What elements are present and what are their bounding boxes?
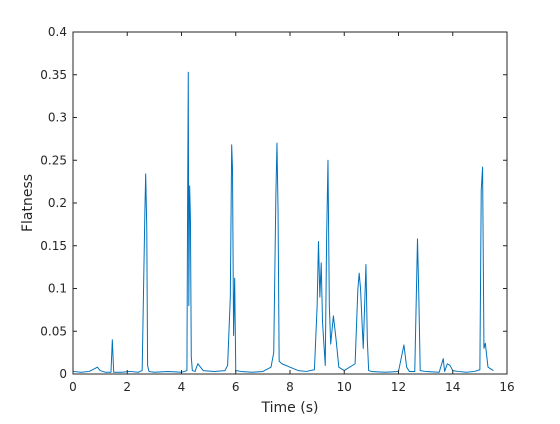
plot-area xyxy=(73,32,507,374)
y-tick-label: 0 xyxy=(59,367,67,381)
x-axis-label: Time (s) xyxy=(261,400,319,416)
y-tick-label: 0.3 xyxy=(48,111,67,125)
x-tick-label: 12 xyxy=(391,380,406,394)
series-line-0 xyxy=(72,71,494,373)
y-tick-label: 0.4 xyxy=(48,25,67,39)
y-tick-label: 0.15 xyxy=(40,239,67,253)
y-tick-label: 0.35 xyxy=(40,68,67,82)
x-tick-label: 4 xyxy=(178,380,186,394)
x-tick-label: 0 xyxy=(69,380,77,394)
y-tick-label: 0.05 xyxy=(40,324,67,338)
x-tick-label: 16 xyxy=(499,380,514,394)
x-tick-label: 14 xyxy=(445,380,460,394)
y-tick-label: 0.2 xyxy=(48,196,67,210)
y-axis-label: Flatness xyxy=(20,174,36,232)
x-tick-label: 8 xyxy=(286,380,294,394)
y-tick-label: 0.1 xyxy=(48,282,67,296)
x-tick-label: 6 xyxy=(232,380,240,394)
y-tick-label: 0.25 xyxy=(40,153,67,167)
x-tick-label: 10 xyxy=(337,380,352,394)
x-tick-label: 2 xyxy=(123,380,131,394)
